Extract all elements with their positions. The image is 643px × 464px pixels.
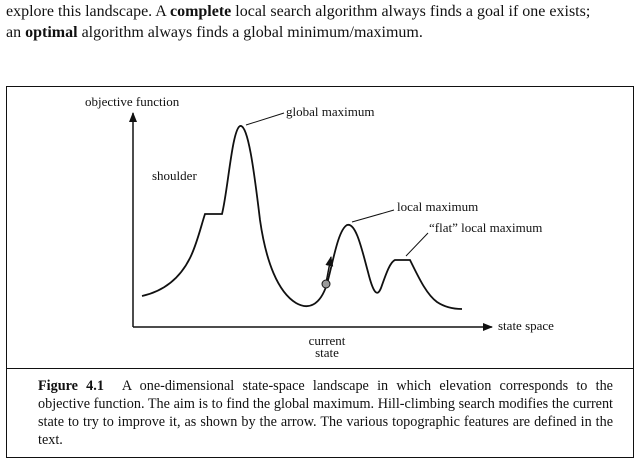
current-state-label-line1: current bbox=[309, 333, 346, 348]
local-maximum-label: local maximum bbox=[397, 199, 478, 214]
figure-caption: Figure 4.1 A one-dimensional state-space … bbox=[38, 377, 613, 449]
intro-line1-post: local search algorithm always finds a go… bbox=[231, 3, 591, 20]
figure-number: Figure 4.1 bbox=[38, 378, 104, 394]
current-state-marker bbox=[321, 279, 331, 289]
flat-local-maximum-leader bbox=[405, 232, 429, 257]
caption-text: A one-dimensional state-space landscape … bbox=[38, 378, 613, 448]
landscape-curve bbox=[141, 125, 463, 310]
y-axis-label: objective function bbox=[85, 94, 180, 109]
local-maximum-leader bbox=[351, 209, 395, 223]
figure-frame bbox=[6, 86, 634, 458]
intro-line1-pre: explore this landscape. A bbox=[6, 3, 170, 20]
flat-local-maximum-label: “flat” local maximum bbox=[429, 220, 542, 235]
shoulder-label: shoulder bbox=[152, 168, 197, 183]
intro-paragraph: explore this landscape. A complete local… bbox=[6, 1, 642, 43]
intro-line2-post: algorithm always finds a global minimum/… bbox=[77, 24, 423, 41]
x-axis-label: state space bbox=[498, 318, 554, 333]
caption-divider bbox=[7, 368, 633, 369]
term-complete: complete bbox=[169, 3, 232, 20]
intro-line2-pre: an bbox=[6, 24, 26, 41]
global-maximum-label: global maximum bbox=[286, 104, 374, 119]
current-state-label-line2: state bbox=[315, 345, 339, 360]
global-maximum-leader bbox=[245, 112, 285, 126]
term-optimal: optimal bbox=[25, 24, 78, 41]
improvement-arrow bbox=[325, 256, 334, 284]
